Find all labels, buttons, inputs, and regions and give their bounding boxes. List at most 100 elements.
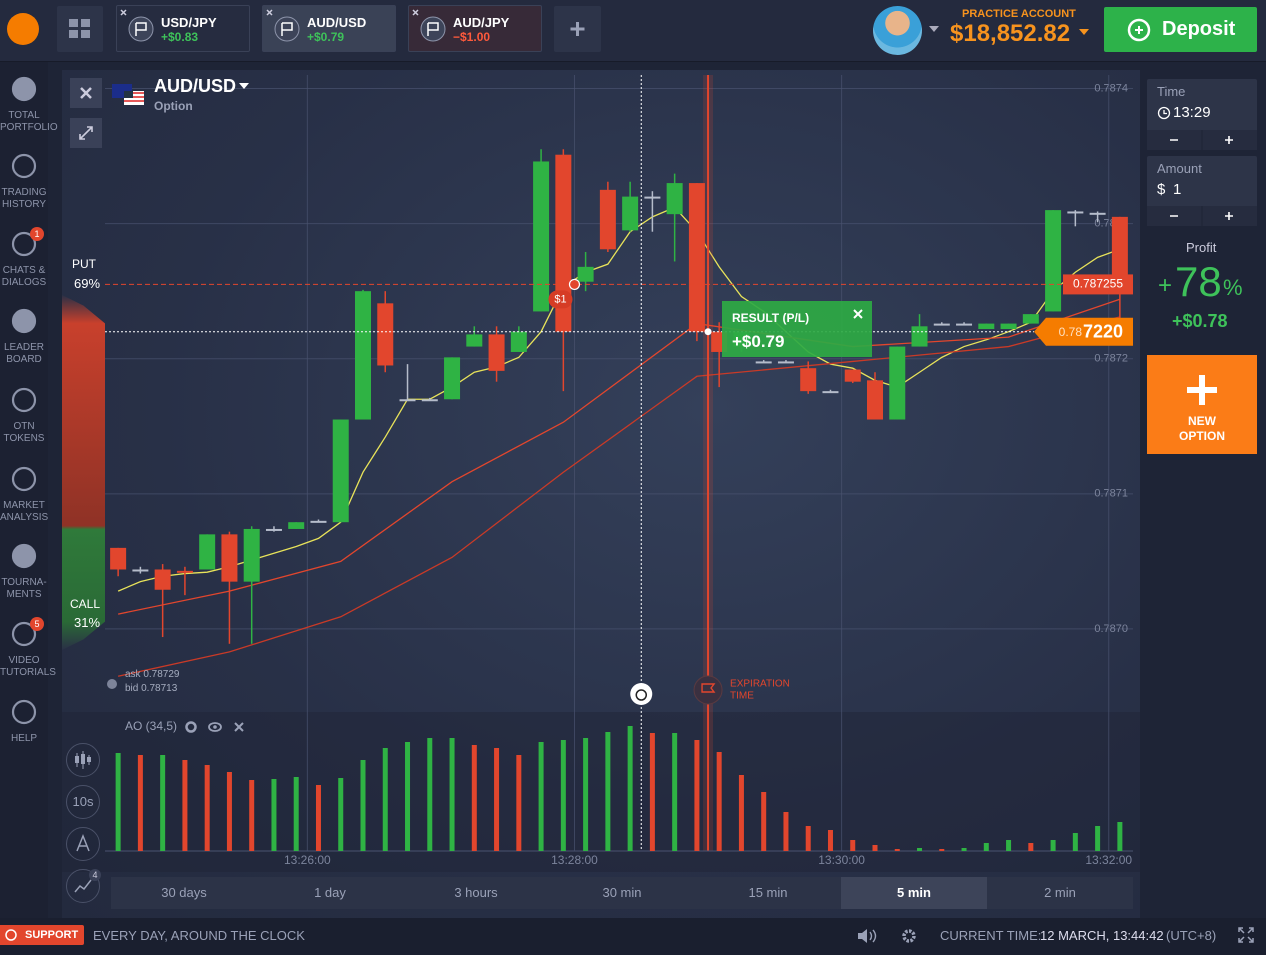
asset-tab[interactable]: USD/JPY +$0.83	[116, 5, 250, 52]
ao-bar	[805, 826, 811, 851]
ao-title: AO (34,5)	[125, 719, 178, 733]
tab-close	[120, 9, 127, 16]
ao-bar	[1117, 822, 1123, 851]
candle-body	[154, 569, 171, 590]
tab-pl: −$1.00	[453, 30, 491, 44]
sidebar-icon[interactable]	[9, 387, 39, 415]
sidebar-label[interactable]: MARKET	[3, 500, 45, 511]
icon-shape	[11, 231, 37, 257]
timeframe-button[interactable]: 30 min	[549, 877, 695, 909]
candle-body	[822, 391, 839, 394]
draw-button[interactable]	[66, 827, 100, 861]
fullscreen-icon[interactable]	[1238, 927, 1254, 943]
asset-tab[interactable]: AUD/USD +$0.79	[262, 5, 396, 52]
tab-flag	[135, 22, 147, 36]
sidebar-label[interactable]: PORTFOLIO	[0, 122, 58, 133]
indicator-line	[117, 316, 1121, 677]
sidebar-badge: 5	[30, 617, 44, 631]
sidebar-label[interactable]: ANALYSIS	[0, 512, 49, 523]
candle-body	[555, 154, 572, 332]
ao-bar	[137, 755, 143, 851]
icon-shape	[11, 308, 37, 334]
amount-currency: $	[1157, 181, 1166, 198]
avatar[interactable]	[873, 6, 922, 55]
result-close[interactable]	[852, 308, 864, 320]
sidebar-label[interactable]: OTN	[13, 421, 35, 432]
candle-body	[867, 380, 883, 420]
candle-body	[510, 331, 527, 352]
sidebar-label[interactable]: TUTORIALS	[0, 667, 56, 678]
sidebar-label[interactable]: MENTS	[6, 589, 42, 600]
sidebar-icon[interactable]	[9, 621, 39, 649]
indicator-line	[117, 206, 1121, 592]
timeframe-button[interactable]: 1 day	[257, 877, 403, 909]
stopwatch-face	[635, 689, 648, 701]
interval-button[interactable]: 10s	[66, 785, 100, 819]
sidebar-label[interactable]: LEADER	[3, 342, 44, 353]
asset-pair[interactable]: AUD/USD	[154, 76, 237, 96]
indicators-button[interactable]	[66, 869, 100, 903]
sidebar-label[interactable]: DIALOGS	[1, 277, 47, 288]
timeframe-button[interactable]: 2 min	[987, 877, 1133, 909]
sidebar-label[interactable]: HISTORY	[1, 199, 47, 210]
open-price-tag	[1063, 274, 1133, 295]
sidebar-label[interactable]: TRADING	[1, 187, 47, 198]
sidebar-icon[interactable]	[9, 308, 39, 336]
sidebar-icon[interactable]	[9, 466, 39, 494]
timeframe-button[interactable]: 30 days	[111, 877, 257, 909]
shrink-chart[interactable]	[70, 118, 102, 148]
sidebar-icon[interactable]	[9, 231, 39, 259]
ao-bar	[471, 745, 477, 851]
add-tab[interactable]	[554, 6, 601, 52]
sidebar-icon[interactable]	[9, 153, 39, 181]
deposit-button[interactable]: Deposit	[1104, 7, 1257, 52]
sidebar-icon[interactable]	[9, 76, 39, 104]
time-value[interactable]: 13:29	[1173, 104, 1211, 121]
sidebar-label[interactable]: TOURNA-	[1, 577, 47, 588]
timeframe-button[interactable]: 5 min	[841, 877, 987, 909]
sidebar-label[interactable]: VIDEO	[8, 655, 40, 666]
icon-shape	[11, 76, 37, 102]
candle-body	[110, 547, 127, 570]
layout-button[interactable]	[57, 6, 103, 52]
icon-shape	[11, 699, 37, 725]
ao-bar	[182, 760, 188, 851]
time-box: Time 13:29	[1147, 79, 1257, 150]
asset-tab[interactable]: AUD/JPY −$1.00	[408, 5, 542, 52]
candle-body	[889, 346, 906, 420]
ao-bar	[738, 775, 744, 851]
timeframe-button[interactable]: 15 min	[695, 877, 841, 909]
sidebar-label[interactable]: BOARD	[6, 354, 42, 365]
candle-body	[444, 357, 461, 400]
sidebar-label[interactable]: TOKENS	[3, 433, 45, 444]
sidebar-label[interactable]: TOTAL	[8, 110, 40, 121]
shrink-icon	[79, 126, 93, 140]
sidebar-label[interactable]: CHATS &	[2, 265, 46, 276]
ao-bar	[583, 738, 589, 851]
amount-stepper[interactable]	[1147, 206, 1257, 226]
balance[interactable]: $18,852.82	[950, 20, 1071, 47]
ao-bar	[271, 779, 277, 851]
time-label: CURRENT TIME:	[940, 928, 1042, 943]
new-option-button[interactable]: NEW OPTION	[1147, 355, 1257, 454]
chart-type-button[interactable]	[66, 743, 100, 777]
ao-icons	[185, 721, 244, 733]
support-button[interactable]: SUPPORT	[0, 925, 84, 945]
footer-icons[interactable]	[857, 927, 927, 945]
ao-bar	[672, 733, 678, 851]
ao-bar	[649, 733, 655, 851]
sidebar-icon[interactable]	[9, 699, 39, 727]
timeframe-button[interactable]: 3 hours	[403, 877, 549, 909]
ao-bar	[449, 738, 455, 851]
indicator-line	[117, 298, 1121, 615]
amount-value[interactable]: 1	[1173, 181, 1182, 198]
sidebar-icon[interactable]	[9, 543, 39, 571]
ao-bar	[204, 765, 210, 851]
time-stepper[interactable]	[1147, 130, 1257, 150]
current-time: 12 MARCH, 13:44:42	[1040, 928, 1164, 943]
candle-body	[1089, 212, 1106, 215]
close-chart[interactable]	[70, 78, 102, 108]
sidebar-label[interactable]: HELP	[10, 733, 38, 744]
x-tick-label: 13:32:00	[1085, 853, 1132, 867]
